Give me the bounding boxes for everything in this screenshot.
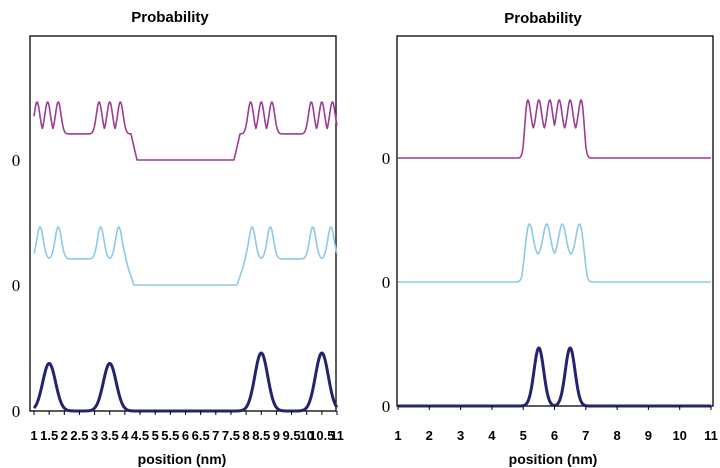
left-x-tick-label: 4 <box>121 428 129 443</box>
left-series-layer <box>32 101 339 413</box>
left-x-tick-label: 6 <box>182 428 189 443</box>
left-x-ticks: 1 1.5 2 2.5 3 3.5 4 4.5 5 5.5 6 6.5 7 7.5 8 8.5 9 9.51010… <box>30 411 344 443</box>
left-x-tick-label: 1 <box>30 428 37 443</box>
right-series-top <box>397 99 712 159</box>
left-y-ticks: 0 0 0 <box>12 151 21 421</box>
left-x-tick-label: 6.5 <box>192 428 210 443</box>
left-x-tick-label: 9 <box>273 428 280 443</box>
left-x-tick-label: 10 <box>299 428 313 443</box>
left-series-bottom <box>32 351 339 413</box>
left-y-baseline-label: 0 <box>12 402 21 421</box>
left-x-tick-label: 3 <box>91 428 98 443</box>
left-x-tick-label: 9.5 <box>283 428 301 443</box>
right-x-tick-label: 9 <box>645 428 652 443</box>
right-series-bottom <box>396 346 713 408</box>
right-x-tick-label: 3 <box>457 428 464 443</box>
right-x-tick-label: 11 <box>704 428 718 443</box>
left-x-tick-label: 8.5 <box>252 428 270 443</box>
left-x-tick-label: 5.5 <box>161 428 179 443</box>
left-x-tick-label: 2.5 <box>70 428 88 443</box>
right-x-ticks: 1 2 3 4 5 6 7 8 9 10 11 <box>394 406 718 443</box>
left-y-baseline-label: 0 <box>12 276 21 295</box>
right-x-tick-label: 10 <box>672 428 686 443</box>
left-x-tick-label: 4.5 <box>131 428 149 443</box>
left-x-axis-label: position (nm) <box>138 451 227 467</box>
right-x-tick-label: 7 <box>582 428 589 443</box>
right-x-tick-label: 1 <box>394 428 401 443</box>
left-x-tick-label: 1.5 <box>40 428 58 443</box>
left-x-tick-label: 7.5 <box>222 428 240 443</box>
left-x-tick-label: 7 <box>212 428 219 443</box>
right-x-tick-label: 6 <box>551 428 558 443</box>
left-y-baseline-label: 0 <box>12 151 21 170</box>
right-x-axis-label: position (nm) <box>509 451 598 467</box>
left-series-middle <box>33 226 338 286</box>
left-x-tick-label: 3.5 <box>101 428 119 443</box>
left-x-tick-label: 8 <box>242 428 249 443</box>
left-series-top <box>33 101 338 161</box>
right-x-tick-label: 5 <box>520 428 527 443</box>
left-x-tick-label: 2 <box>61 428 68 443</box>
right-y-baseline-label: 0 <box>382 397 391 416</box>
right-series-middle <box>397 223 712 283</box>
left-x-tick-label: 5 <box>152 428 159 443</box>
right-x-tick-label: 8 <box>613 428 620 443</box>
left-probability-panel: Probability 1 1.5 2 2.5 3 3.5 4 4.5 5 5.5 6 6.5 7 7.5… <box>12 9 344 467</box>
left-panel-title: Probability <box>131 9 209 26</box>
right-x-tick-label: 4 <box>488 428 496 443</box>
right-y-ticks: 0 0 0 <box>382 149 391 416</box>
right-panel-title: Probability <box>504 10 582 27</box>
right-series-layer <box>396 99 713 408</box>
right-y-baseline-label: 0 <box>382 149 391 168</box>
left-x-tick-label: 11 <box>330 428 344 443</box>
left-x-tick-label: 10.5 <box>309 428 334 443</box>
right-probability-panel: Probability 1 2 3 4 5 6 7 8 9 10 11 0 0 0 position (… <box>382 10 718 467</box>
right-plot-frame <box>396 35 714 407</box>
right-x-tick-label: 2 <box>426 428 433 443</box>
left-plot-frame <box>29 35 337 412</box>
right-y-baseline-label: 0 <box>382 273 391 292</box>
